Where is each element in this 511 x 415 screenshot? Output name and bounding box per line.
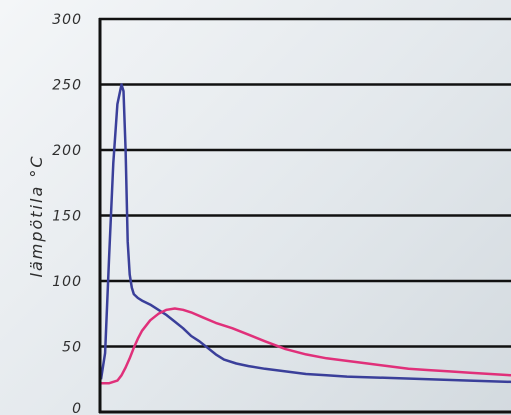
- y-tick-label-250: 250: [52, 78, 82, 94]
- series-line-1: [99, 83, 511, 384]
- gridlines: [101, 83, 511, 348]
- y-tick-label-150: 150: [52, 209, 82, 225]
- series-line-2: [101, 307, 511, 385]
- y-axis-label: lämpötila °C: [27, 154, 46, 277]
- y-tick-label-50: 50: [62, 340, 82, 356]
- y-tick-label-300: 300: [52, 12, 82, 28]
- y-tick-label-200: 200: [52, 143, 82, 159]
- y-tick-label-0: 0: [72, 401, 82, 415]
- axes: [98, 17, 511, 414]
- series-lines: [99, 83, 511, 385]
- y-tick-label-100: 100: [52, 274, 82, 290]
- y-tick-labels: 0 50 100 150 200 250 300: [52, 12, 82, 415]
